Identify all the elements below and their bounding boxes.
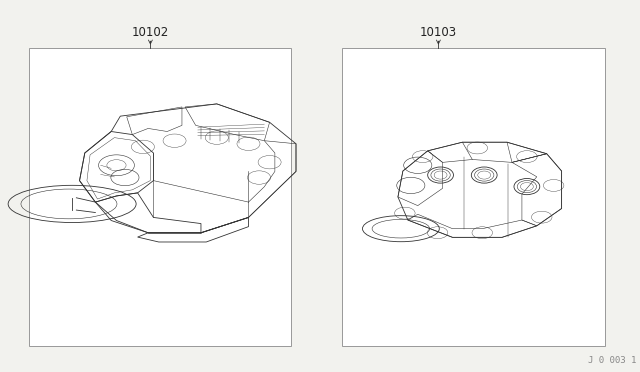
Text: 10103: 10103 (420, 26, 457, 39)
Bar (29, 48, 291, 346)
Text: 10102: 10102 (132, 26, 169, 39)
Bar (342, 48, 605, 346)
Text: J 0 003 1: J 0 003 1 (588, 356, 637, 365)
